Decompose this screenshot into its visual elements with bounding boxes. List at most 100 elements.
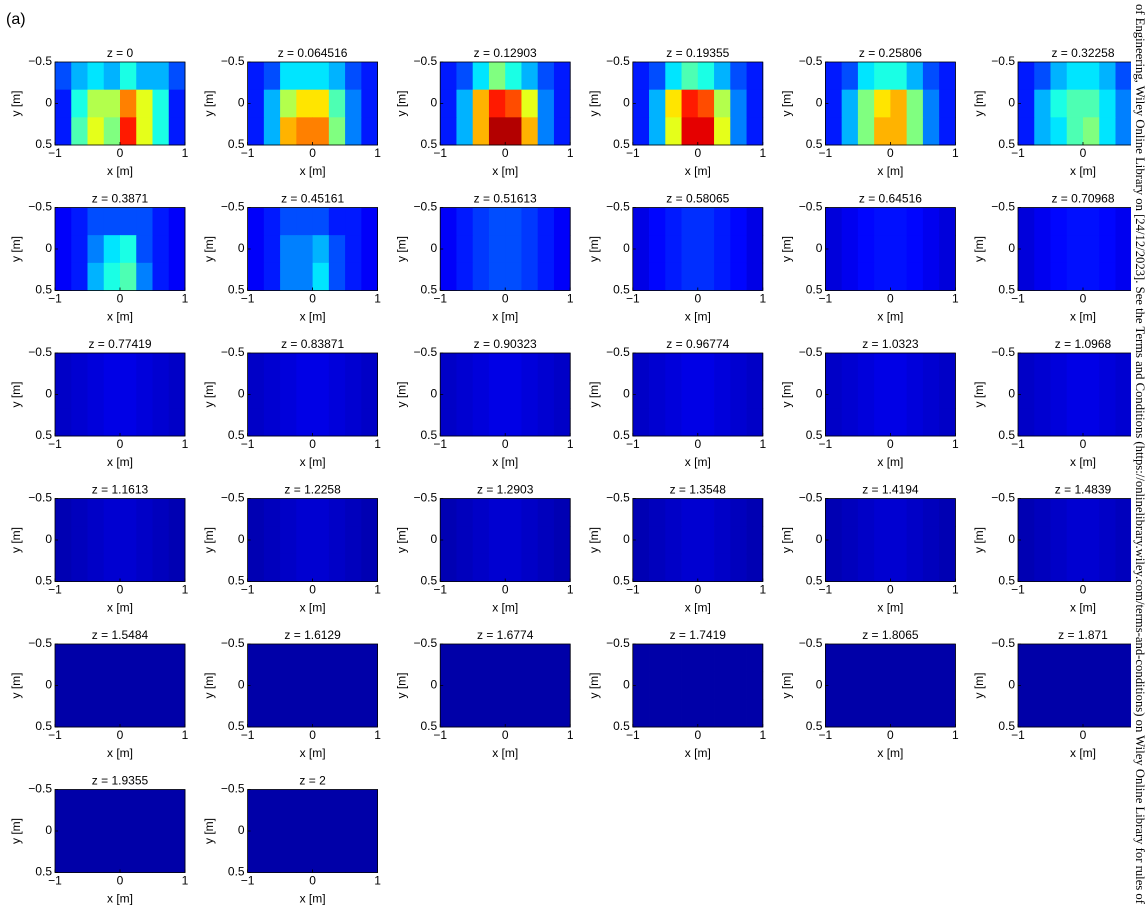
heatmap-cell xyxy=(55,207,72,236)
x-axis-label: x [m] xyxy=(107,310,133,324)
y-tick-label: −0.5 xyxy=(799,200,823,214)
heatmap-cell xyxy=(488,235,506,264)
y-tick-label: 0 xyxy=(1008,678,1015,692)
heatmap-cell xyxy=(697,526,715,555)
heatmap-cell xyxy=(1018,553,1035,582)
heatmap-cell xyxy=(312,789,330,818)
heatmap-cell xyxy=(746,207,764,236)
heatmap-cell xyxy=(472,89,490,118)
heatmap-cell xyxy=(55,789,72,818)
heatmap-cell xyxy=(312,262,330,291)
heatmap-cell xyxy=(152,644,170,673)
y-axis-label: y [m] xyxy=(587,382,601,408)
heatmap-cell xyxy=(1115,644,1133,673)
heatmap-cell xyxy=(922,671,940,700)
heatmap-cell xyxy=(890,699,908,728)
heatmap-cell xyxy=(488,262,506,291)
x-tick-label: 1 xyxy=(182,292,189,306)
y-tick-label: −0.5 xyxy=(28,636,52,650)
y-tick-label: 0.5 xyxy=(806,283,823,297)
heatmap-cell xyxy=(1083,62,1100,91)
heatmap-cell xyxy=(890,262,908,291)
heatmap-cell xyxy=(922,117,940,146)
heatmap-cell xyxy=(1083,117,1100,146)
heatmap-cell xyxy=(714,553,731,582)
heatmap-cell xyxy=(939,380,956,409)
heatmap-cell xyxy=(312,644,330,673)
heatmap-cell xyxy=(890,89,908,118)
x-tick-label: −1 xyxy=(48,292,62,306)
heatmap-cell xyxy=(456,117,474,146)
heatmap-cell xyxy=(103,353,121,382)
heatmap-cell xyxy=(537,408,555,437)
heatmap-cell xyxy=(1018,353,1035,382)
heatmap-cell xyxy=(296,62,313,91)
heatmap-cell xyxy=(312,353,330,382)
heatmap-cell xyxy=(714,526,731,555)
heatmap-cell xyxy=(456,262,474,291)
x-tick-label: −1 xyxy=(819,728,833,742)
y-tick-label: 0 xyxy=(431,678,438,692)
heatmap-cell xyxy=(730,235,747,264)
heatmap-cell xyxy=(714,498,731,527)
heatmap-cell xyxy=(922,207,940,236)
heatmap-cell xyxy=(472,699,490,728)
heatmap-cell xyxy=(505,498,522,527)
heatmap-cell xyxy=(456,553,474,582)
heatmap-cell xyxy=(312,89,330,118)
heatmap-cell xyxy=(136,207,153,236)
heatmap-cell xyxy=(1018,235,1035,264)
heatmap-cell xyxy=(120,235,137,264)
heatmap-cell xyxy=(168,262,186,291)
heatmap-cell xyxy=(247,235,265,264)
heatmap-cell xyxy=(1083,671,1100,700)
heatmap-cell xyxy=(1050,526,1068,555)
heatmap-cell xyxy=(345,408,362,437)
heatmap-cell xyxy=(361,207,378,236)
y-axis-label: y [m] xyxy=(202,91,216,117)
heatmap-cell xyxy=(857,380,875,409)
x-axis-label: x [m] xyxy=(300,892,326,906)
y-tick-label: 0 xyxy=(45,96,52,110)
chart-title: z = 0.51613 xyxy=(474,192,537,206)
y-tick-label: −0.5 xyxy=(606,345,630,359)
y-tick-label: 0.5 xyxy=(998,428,1015,442)
heatmap-cell xyxy=(939,671,956,700)
heatmap-cell xyxy=(168,380,186,409)
heatmap-cell xyxy=(632,699,650,728)
heatmap-cell xyxy=(456,699,474,728)
heatmap-cell xyxy=(730,62,747,91)
heatmap-cell xyxy=(553,498,571,527)
x-tick-label: −1 xyxy=(48,874,62,888)
heatmap-cell xyxy=(152,353,170,382)
y-tick-label: 0.5 xyxy=(613,719,630,733)
x-tick-label: 0 xyxy=(887,583,894,597)
heatmap-cell xyxy=(328,408,346,437)
heatmap-cell xyxy=(874,526,891,555)
heatmap-cell xyxy=(361,62,378,91)
heatmap-cell xyxy=(152,62,170,91)
heatmap-cell xyxy=(1018,526,1035,555)
heatmap-cell xyxy=(312,844,330,873)
heatmap-cell xyxy=(857,671,875,700)
y-tick-label: 0 xyxy=(1008,241,1015,255)
y-tick-label: −0.5 xyxy=(799,54,823,68)
y-tick-label: 0.5 xyxy=(998,137,1015,151)
heatmap-cell xyxy=(1099,699,1116,728)
heatmap-cell xyxy=(505,671,522,700)
y-axis-label: y [m] xyxy=(9,673,23,699)
heatmap-cell xyxy=(55,117,72,146)
chart-title: z = 1.3548 xyxy=(670,483,727,497)
heatmap-cell xyxy=(681,644,699,673)
heatmap-cell xyxy=(730,671,747,700)
heatmap-cell xyxy=(152,671,170,700)
heatmap-cell xyxy=(922,408,940,437)
heatmap-cell xyxy=(922,353,940,382)
heatmap-cell xyxy=(649,526,666,555)
heatmap-cell xyxy=(1115,408,1133,437)
heatmap-cell xyxy=(1018,117,1035,146)
y-tick-label: 0.5 xyxy=(613,574,630,588)
x-tick-label: 0 xyxy=(694,292,701,306)
heatmap-cell xyxy=(553,380,571,409)
heatmap-cell xyxy=(361,89,378,118)
